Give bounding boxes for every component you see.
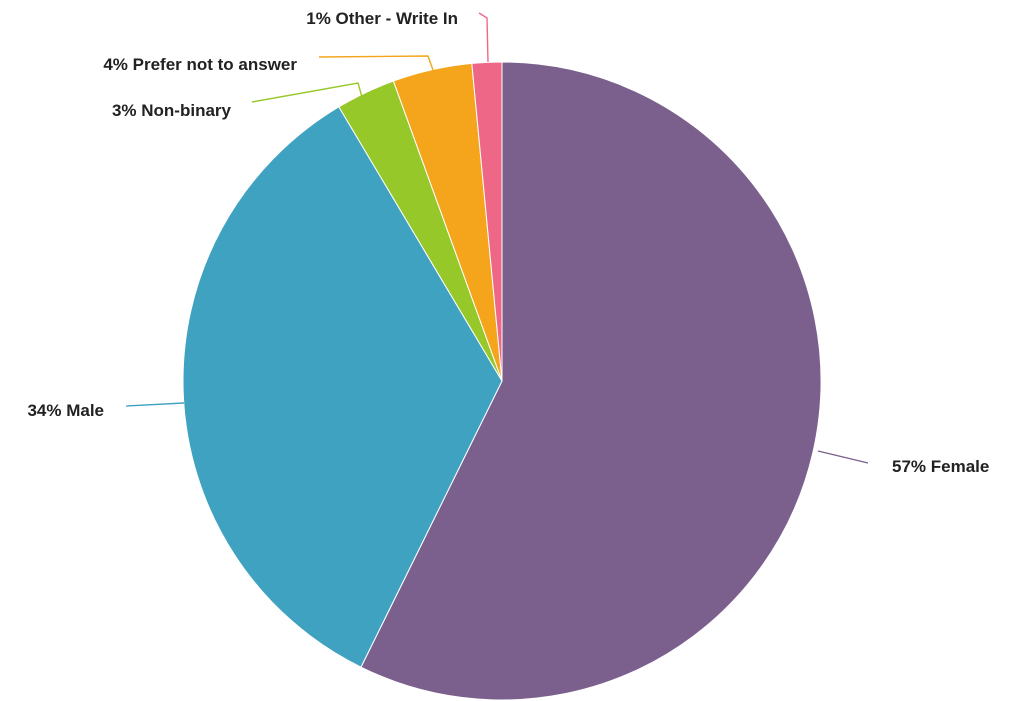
pie-slice-female xyxy=(360,61,822,701)
slice-labels: 57% Female 34% Male 3% Non-binary 4% Prefer… xyxy=(27,9,989,476)
leader-line-non-binary xyxy=(251,82,363,103)
pie-slice-male xyxy=(182,106,503,668)
slice-label-male: 34% Male xyxy=(27,401,104,420)
slice-label-female: 57% Female xyxy=(892,457,989,476)
leader-line-male xyxy=(125,402,185,407)
leader-line-prefer-not-to-answer xyxy=(318,55,434,71)
leader-line-other-write-in xyxy=(478,12,489,63)
slice-label-prefer-not-to-answer: 4% Prefer not to answer xyxy=(103,55,297,74)
pie-slices xyxy=(182,61,822,701)
slice-label-non-binary: 3% Non-binary xyxy=(112,101,232,120)
leader-lines xyxy=(125,12,869,464)
leader-line-female xyxy=(817,450,869,464)
slice-label-other-write-in: 1% Other - Write In xyxy=(306,9,458,28)
pie-slice-other-write-in xyxy=(471,61,503,382)
